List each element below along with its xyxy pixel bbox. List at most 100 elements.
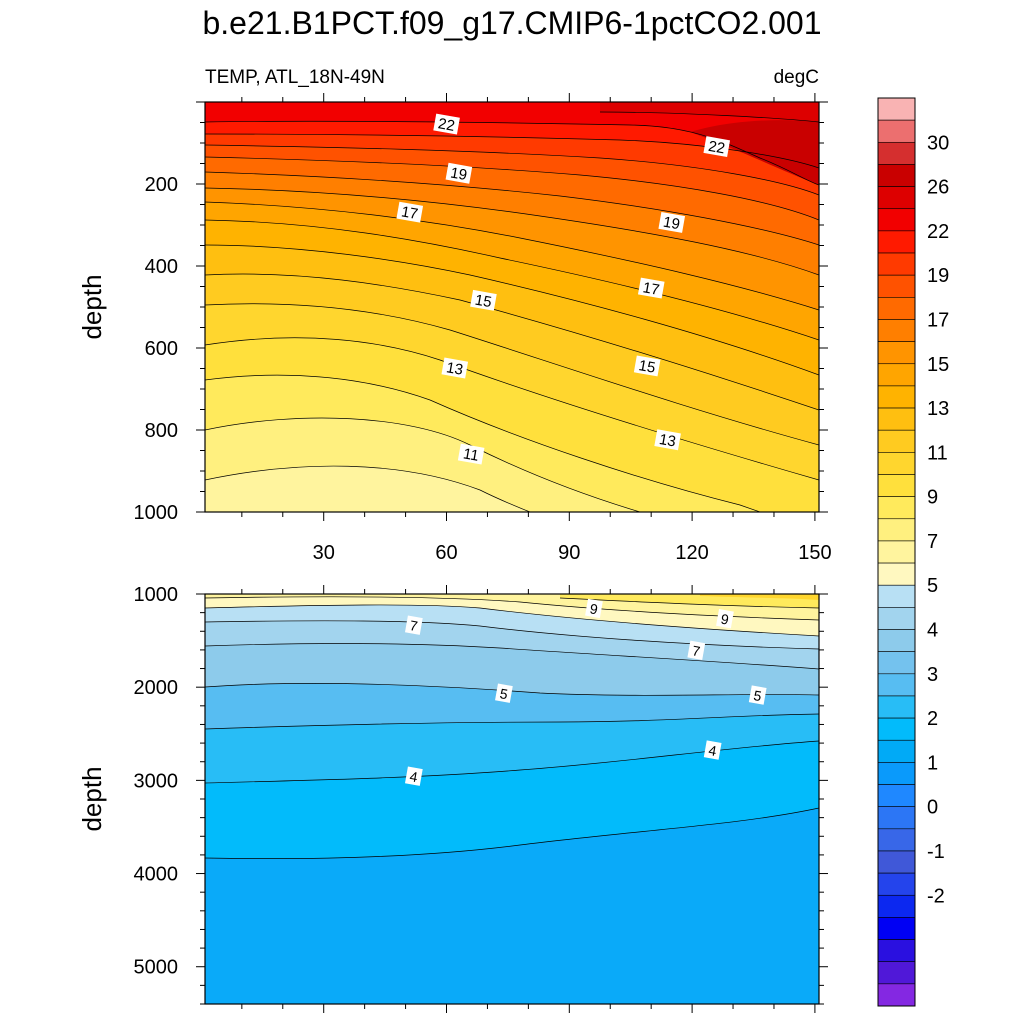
- lower-contour-label: 4: [703, 740, 722, 760]
- upper-contour-label-box: [433, 113, 460, 135]
- upper-contour-label: 15: [633, 355, 661, 377]
- lower-axis-ticks: 1000 2000 3000 4000 5000: [134, 584, 828, 1013]
- upper-contour-lines: [205, 111, 819, 512]
- upper-contour-label: 11: [457, 443, 485, 465]
- upper-contour-label: 13: [654, 429, 681, 451]
- upper-x-tick-label: 90: [558, 542, 580, 564]
- lower-contour-label-text: 4: [707, 742, 718, 759]
- colorbar-label: -1: [927, 841, 945, 863]
- upper-contour-label-text: 13: [658, 431, 677, 451]
- colorbar-swatch: [877, 872, 916, 896]
- colorbar-swatch: [877, 208, 916, 232]
- upper-y-tick-label: 600: [145, 338, 178, 360]
- colorbar-label: 19: [927, 265, 949, 287]
- upper-contour-label-box: [457, 443, 485, 465]
- lower-contour-label: 9: [585, 598, 603, 619]
- colorbar-swatch: [877, 518, 916, 542]
- lower-contour-label-text: 7: [691, 642, 702, 659]
- upper-y-tick-label: 200: [145, 174, 178, 196]
- lower-contour-label-text: 7: [409, 617, 420, 634]
- colorbar-label: 17: [927, 309, 949, 331]
- lower-contour-label-text: 9: [720, 611, 731, 628]
- colorbar-swatch: [877, 141, 916, 165]
- upper-contour-label-text: 11: [462, 445, 480, 464]
- upper-y-tick-label: 400: [145, 256, 178, 278]
- colorbar-swatch: [877, 695, 916, 719]
- upper-x-tick-label: 60: [435, 542, 457, 564]
- upper-contour-label-box: [396, 201, 424, 223]
- upper-fill-level-26: [690, 120, 819, 185]
- upper-contour-label-text: 13: [445, 359, 464, 379]
- colorbar-swatch: [877, 252, 916, 276]
- colorbar: 30 26 22 19 17 15 13 11 9 7 5 4 3 2 1 0 -1 -2: [877, 97, 949, 1007]
- upper-contour-label: 17: [396, 201, 424, 223]
- colorbar-label: 13: [927, 398, 949, 420]
- colorbar-swatch: [877, 651, 916, 675]
- colorbar-swatch: [877, 385, 916, 409]
- upper-x-tick-label: 150: [798, 542, 831, 564]
- colorbar-label: 2: [927, 708, 938, 730]
- colorbar-swatch: [877, 164, 916, 187]
- lower-contour-label-box: [495, 683, 513, 703]
- colorbar-swatch: [877, 274, 916, 298]
- upper-contour-label-text: 22: [707, 138, 726, 158]
- colorbar-swatch: [877, 762, 916, 785]
- colorbar-swatch: [877, 784, 916, 807]
- colorbar-swatch: [877, 894, 916, 918]
- lower-contour-fills: [205, 594, 819, 1004]
- lower-contour-label: 7: [687, 640, 706, 661]
- upper-fill-level-25: [600, 102, 819, 122]
- lower-fill-level-12: [700, 594, 819, 600]
- colorbar-label: 3: [927, 664, 938, 686]
- colorbar-swatch: [877, 97, 916, 121]
- lower-contour-label: 7: [404, 615, 423, 635]
- lower-y-tick-label: 3000: [134, 770, 179, 792]
- lower-contour-label-box: [748, 685, 767, 705]
- lower-contour-label-text: 9: [589, 600, 600, 617]
- upper-contour-label-text: 17: [641, 279, 660, 299]
- colorbar-swatch: [877, 917, 916, 940]
- upper-contour-labels: 22 22 19 19 17 17 15 15 13 13 11: [396, 113, 731, 465]
- lower-contour-label: 5: [495, 683, 513, 703]
- upper-contour-label-text: 19: [449, 164, 468, 184]
- colorbar-swatch: [877, 939, 916, 963]
- colorbar-swatch: [877, 717, 916, 741]
- upper-contour-label-box: [703, 136, 731, 158]
- upper-contour-label-text: 17: [400, 203, 419, 223]
- lower-panel: 1000 2000 3000 4000 5000 9 9 7 7 5 5 4 4 depth: [77, 584, 828, 1013]
- upper-contour-label: 19: [445, 162, 473, 184]
- colorbar-swatch: [877, 540, 916, 564]
- colorbar-label: 7: [927, 531, 938, 553]
- lower-contour-label-box: [703, 740, 722, 760]
- lower-y-tick-label: 4000: [134, 864, 179, 886]
- colorbar-swatch: [877, 496, 916, 520]
- upper-contour-label-box: [445, 162, 473, 184]
- upper-axis-ticks: 30 60 90 120 150 200 400 600 800 1000: [134, 93, 832, 564]
- colorbar-swatch: [877, 584, 916, 608]
- lower-contour-label-box: [404, 766, 423, 786]
- upper-contour-label-text: 15: [474, 292, 493, 312]
- upper-x-tick-label: 30: [313, 542, 335, 564]
- colorbar-label: 11: [927, 442, 948, 464]
- upper-y-axis-label: depth: [77, 274, 107, 339]
- lower-contour-label-text: 5: [499, 685, 510, 702]
- colorbar-swatch: [877, 607, 916, 630]
- upper-x-tick-label: 120: [675, 542, 708, 564]
- lower-contour-label-box: [404, 615, 423, 635]
- lower-contour-label: 4: [404, 766, 423, 786]
- lower-y-tick-label: 2000: [134, 677, 179, 699]
- upper-contour-label: 13: [441, 357, 469, 379]
- colorbar-swatch: [877, 119, 916, 143]
- colorbar-swatch: [877, 474, 916, 497]
- lower-contour-label-text: 5: [752, 687, 763, 704]
- lower-y-tick-label: 5000: [134, 957, 179, 979]
- colorbar-label: 26: [927, 177, 949, 199]
- upper-contour-label-text: 15: [637, 357, 656, 377]
- upper-fill-level-24: [205, 102, 819, 185]
- lower-contour-label-box: [716, 608, 734, 629]
- colorbar-swatch: [877, 341, 916, 365]
- figure-title: b.e21.B1PCT.f09_g17.CMIP6-1pctCO2.001: [202, 5, 821, 41]
- colorbar-label: 22: [927, 221, 949, 243]
- upper-contour-label-text: 22: [437, 115, 456, 135]
